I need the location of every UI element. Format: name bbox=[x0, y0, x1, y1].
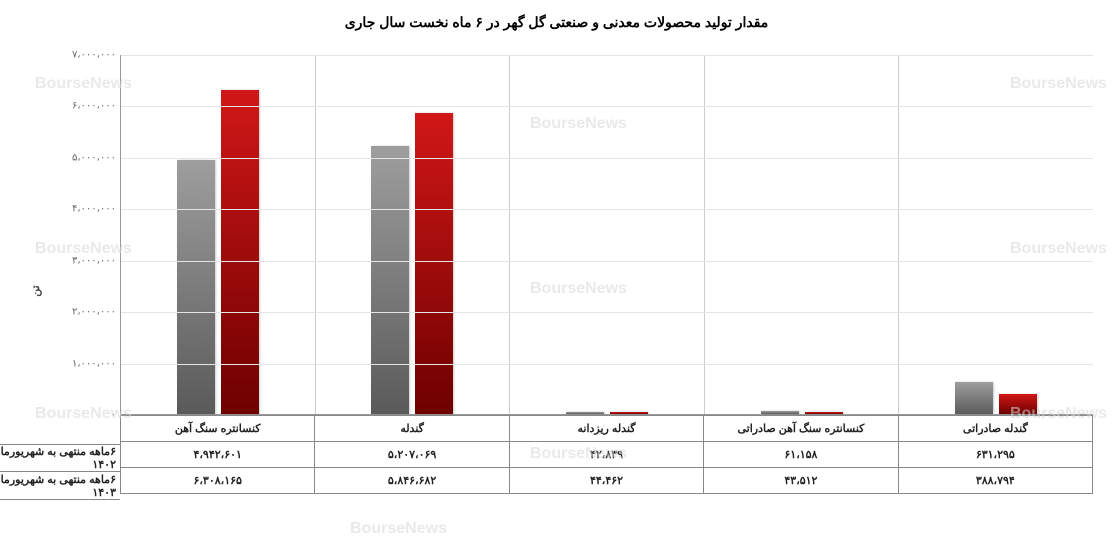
table-row: ۶،۳۰۸،۱۶۵۵،۸۴۶،۶۸۲۴۴،۴۶۲۴۳،۵۱۲۳۸۸،۷۹۴ bbox=[121, 468, 1092, 493]
table-header-cell: گندله bbox=[314, 416, 508, 441]
legend-label-1403: ۶ماهه منتهی به شهریورماه ۱۴۰۳ bbox=[0, 473, 116, 499]
table-cell: ۶۳۱،۲۹۵ bbox=[898, 442, 1092, 467]
table-header-cell: گندله ریزدانه bbox=[509, 416, 703, 441]
bar-groups bbox=[121, 55, 1093, 414]
bar-group bbox=[121, 55, 316, 414]
grid-line bbox=[121, 312, 1093, 313]
bar-1402 bbox=[371, 146, 409, 414]
y-axis-label: تن bbox=[29, 285, 42, 296]
bar-1402 bbox=[177, 160, 215, 414]
table-cell: ۴،۹۴۲،۶۰۱ bbox=[121, 442, 314, 467]
data-table: کنسانتره سنگ آهنگندلهگندله ریزدانهکنسانت… bbox=[120, 415, 1093, 494]
legend-label-1402: ۶ماهه منتهی به شهریورماه ۱۴۰۲ bbox=[0, 445, 116, 471]
table-cell: ۶۱،۱۵۸ bbox=[703, 442, 897, 467]
table-cell: ۴۳،۵۱۲ bbox=[703, 468, 897, 493]
bar-group bbox=[705, 55, 900, 414]
table-cell: ۴۴،۴۶۲ bbox=[509, 468, 703, 493]
table-header-cell: کنسانتره سنگ آهن bbox=[121, 416, 314, 441]
bar-1403 bbox=[221, 90, 259, 414]
y-tick-label: ۶،۰۰۰،۰۰۰ bbox=[51, 101, 116, 112]
grid-line bbox=[121, 209, 1093, 210]
y-tick-label: ۳،۰۰۰،۰۰۰ bbox=[51, 255, 116, 266]
y-tick-label: ۵،۰۰۰،۰۰۰ bbox=[51, 152, 116, 163]
table-cell: ۳۸۸،۷۹۴ bbox=[898, 468, 1092, 493]
bar-1403 bbox=[805, 412, 843, 414]
chart-area: تن ۰۱،۰۰۰،۰۰۰۲،۰۰۰،۰۰۰۳،۰۰۰،۰۰۰۴،۰۰۰،۰۰۰… bbox=[40, 55, 1093, 526]
bar-1403 bbox=[999, 394, 1037, 414]
legend: ۶ماهه منتهی به شهریورماه ۱۴۰۲ ۶ماهه منته… bbox=[0, 415, 120, 500]
bar-1402 bbox=[955, 382, 993, 414]
plot-area: ۰۱،۰۰۰،۰۰۰۲،۰۰۰،۰۰۰۳،۰۰۰،۰۰۰۴،۰۰۰،۰۰۰۵،۰… bbox=[120, 55, 1093, 415]
bar-group bbox=[316, 55, 511, 414]
table-header-cell: گندله صادراتی bbox=[898, 416, 1092, 441]
table-header-row: کنسانتره سنگ آهنگندلهگندله ریزدانهکنسانت… bbox=[121, 416, 1092, 442]
bar-group bbox=[899, 55, 1093, 414]
bar-group bbox=[510, 55, 705, 414]
table-cell: ۴۲،۸۳۹ bbox=[509, 442, 703, 467]
legend-row-1402: ۶ماهه منتهی به شهریورماه ۱۴۰۲ bbox=[0, 444, 120, 472]
y-tick-label: ۷،۰۰۰،۰۰۰ bbox=[51, 50, 116, 61]
table-cell: ۵،۲۰۷،۰۶۹ bbox=[314, 442, 508, 467]
grid-line bbox=[121, 158, 1093, 159]
table-row: ۴،۹۴۲،۶۰۱۵،۲۰۷،۰۶۹۴۲،۸۳۹۶۱،۱۵۸۶۳۱،۲۹۵ bbox=[121, 442, 1092, 468]
y-tick-label: ۱،۰۰۰،۰۰۰ bbox=[51, 358, 116, 369]
legend-row-1403: ۶ماهه منتهی به شهریورماه ۱۴۰۳ bbox=[0, 472, 120, 500]
grid-line bbox=[121, 106, 1093, 107]
bar-1402 bbox=[566, 412, 604, 414]
grid-line bbox=[121, 55, 1093, 56]
bar-1402 bbox=[761, 411, 799, 414]
bar-1403 bbox=[610, 412, 648, 414]
table-cell: ۶،۳۰۸،۱۶۵ bbox=[121, 468, 314, 493]
chart-title: مقدار تولید محصولات معدنی و صنعتی گل گهر… bbox=[0, 0, 1113, 41]
grid-line bbox=[121, 364, 1093, 365]
table-cell: ۵،۸۴۶،۶۸۲ bbox=[314, 468, 508, 493]
y-tick-label: ۴،۰۰۰،۰۰۰ bbox=[51, 204, 116, 215]
table-header-cell: کنسانتره سنگ آهن صادراتی bbox=[703, 416, 897, 441]
y-tick-label: ۲،۰۰۰،۰۰۰ bbox=[51, 307, 116, 318]
grid-line bbox=[121, 261, 1093, 262]
